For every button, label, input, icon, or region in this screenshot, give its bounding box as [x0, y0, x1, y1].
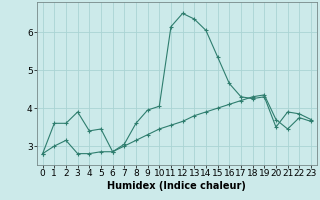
X-axis label: Humidex (Indice chaleur): Humidex (Indice chaleur): [108, 181, 246, 191]
